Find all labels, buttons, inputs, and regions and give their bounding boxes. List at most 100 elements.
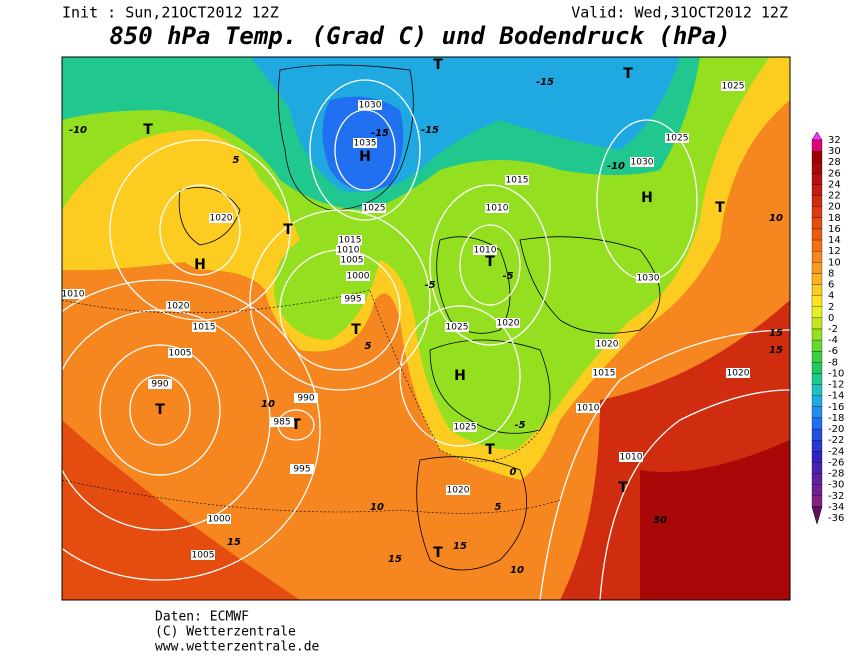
isobar-label-bg bbox=[496, 318, 520, 328]
isotherms bbox=[62, 289, 561, 514]
colorbar-label: -8 bbox=[828, 357, 838, 368]
colorbar-swatch bbox=[811, 295, 823, 307]
isobar-label-bg bbox=[630, 157, 654, 167]
isotherm-label: 10 bbox=[769, 213, 783, 224]
colorbar-swatch bbox=[811, 317, 823, 330]
isobar-label-bg bbox=[636, 273, 660, 283]
isobar-label-bg bbox=[446, 485, 470, 495]
colorbar-swatch bbox=[811, 239, 823, 252]
colorbar-swatch bbox=[811, 328, 823, 341]
isobar-label-bg bbox=[346, 271, 370, 281]
colorbar-label: -24 bbox=[828, 446, 844, 457]
colorbar-label: -36 bbox=[828, 513, 844, 524]
isobar-label: 995 bbox=[293, 465, 310, 475]
isobar-label: 1020 bbox=[727, 369, 750, 379]
colorbar-label: -6 bbox=[828, 346, 838, 357]
pressure-center: T bbox=[155, 402, 165, 418]
pressure-center: T bbox=[485, 254, 495, 270]
colorbar-swatch bbox=[811, 417, 823, 430]
isotherm-label: 0 bbox=[510, 467, 517, 478]
colorbar-label: 30 bbox=[828, 146, 841, 157]
pressure-center: T bbox=[715, 200, 725, 216]
colorbar-swatch bbox=[811, 162, 823, 174]
pressure-center: T bbox=[351, 322, 361, 338]
map-title: 850 hPa Temp. (Grad C) und Bodendruck (h… bbox=[109, 22, 730, 50]
isobar-label: 1005 bbox=[341, 256, 364, 266]
isotherm-label: 5 bbox=[365, 341, 372, 352]
isobar-label-bg bbox=[290, 464, 314, 474]
isobar-label-bg bbox=[485, 203, 509, 213]
pressure-center: T bbox=[618, 480, 628, 496]
isobar-label-bg bbox=[168, 348, 192, 358]
pressure-center: T bbox=[485, 442, 495, 458]
isobar-label-bg bbox=[166, 301, 190, 311]
isotherm-label: 10 bbox=[510, 565, 524, 576]
colorbar-label: 22 bbox=[828, 191, 841, 202]
colorbar-swatch bbox=[811, 373, 823, 385]
colorbar-swatch bbox=[811, 217, 823, 230]
pressure-center: T bbox=[143, 122, 153, 138]
colorbar-swatch bbox=[811, 406, 823, 419]
colorbar-label: 28 bbox=[828, 157, 841, 168]
colorbar-swatch bbox=[811, 495, 823, 508]
colorbar-swatch bbox=[811, 184, 823, 196]
isobar-label: 1020 bbox=[167, 302, 190, 312]
isotherm-label: 10 bbox=[261, 399, 275, 410]
colorbar-swatch bbox=[811, 462, 823, 474]
isobar-label-bg bbox=[340, 255, 364, 265]
colorbar-label: -18 bbox=[828, 413, 844, 424]
isobar-label: 1035 bbox=[354, 139, 377, 149]
colorbar-swatch bbox=[811, 306, 823, 319]
isotherm-label: 5 bbox=[495, 502, 502, 513]
isobar-label-bg bbox=[338, 235, 362, 245]
colorbar-swatch bbox=[811, 451, 823, 463]
isobar-label-bg bbox=[619, 452, 643, 462]
isobar-label: 1000 bbox=[347, 272, 370, 282]
isotherm-label: -5 bbox=[514, 420, 525, 431]
isobar-label-bg bbox=[353, 138, 377, 148]
isobar-label-bg bbox=[336, 245, 360, 255]
colorbar-label: -30 bbox=[828, 480, 844, 491]
isobar-label: 1020 bbox=[497, 319, 520, 329]
pressure-center: H bbox=[641, 190, 653, 206]
isotherm-label: -15 bbox=[371, 128, 389, 139]
isotherm-label: 15 bbox=[388, 554, 402, 565]
colorbar-swatch bbox=[811, 339, 823, 352]
colorbar-swatch bbox=[811, 440, 823, 452]
colorbar-swatch bbox=[811, 362, 823, 374]
isobar-label: 1020 bbox=[210, 214, 233, 224]
isobar-label: 1025 bbox=[666, 134, 689, 144]
isotherm-label: 15 bbox=[769, 345, 783, 356]
colorbar-label: 6 bbox=[828, 280, 834, 291]
colorbar: 32302826242220181614121086420-2-4-6-8-10… bbox=[811, 131, 844, 525]
pressure-center: T bbox=[283, 222, 293, 238]
colorbar-label: -22 bbox=[828, 435, 844, 446]
colorbar-label: -34 bbox=[828, 502, 844, 513]
colorbar-label: -26 bbox=[828, 457, 844, 468]
colorbar-label: -32 bbox=[828, 491, 844, 502]
isobar-label: 1025 bbox=[363, 204, 386, 214]
isobar-label: 1010 bbox=[337, 246, 360, 256]
isobar-label: 1020 bbox=[447, 486, 470, 496]
colorbar-label: 2 bbox=[828, 302, 834, 313]
colorbar-swatch bbox=[811, 395, 823, 407]
colorbar-swatch bbox=[811, 195, 823, 207]
colorbar-swatch bbox=[811, 150, 823, 163]
footer-url: www.wetterzentrale.de bbox=[155, 640, 320, 655]
field-hot bbox=[62, 420, 300, 600]
isobar-label-bg bbox=[62, 289, 85, 299]
colorbar-swatch bbox=[811, 473, 823, 485]
colorbar-cap bbox=[811, 131, 823, 141]
colorbar-swatch bbox=[811, 284, 823, 296]
isobar-label: 1020 bbox=[596, 340, 619, 350]
isotherm-label: -10 bbox=[607, 161, 625, 172]
isobar-label-bg bbox=[453, 422, 477, 432]
isobar-label: 1010 bbox=[486, 204, 509, 214]
isobar-label: 1015 bbox=[193, 323, 216, 333]
colorbar-swatch bbox=[811, 428, 823, 441]
isobar-label-bg bbox=[473, 245, 497, 255]
isobar-label-bg bbox=[294, 393, 318, 403]
isobar-label: 995 bbox=[344, 295, 361, 305]
pressure-center: T bbox=[291, 417, 301, 433]
